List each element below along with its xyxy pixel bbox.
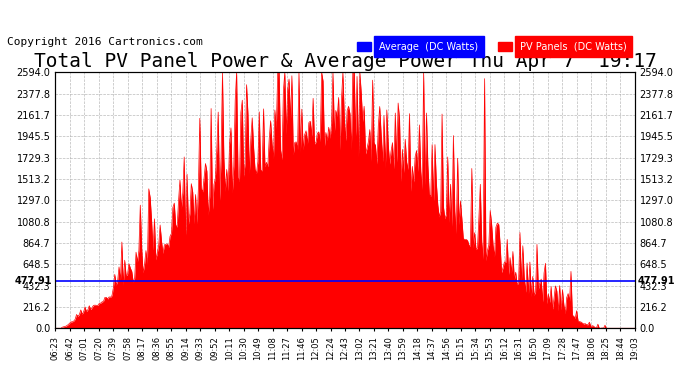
Text: Copyright 2016 Cartronics.com: Copyright 2016 Cartronics.com	[7, 37, 203, 47]
Title: Total PV Panel Power & Average Power Thu Apr 7  19:17: Total PV Panel Power & Average Power Thu…	[34, 52, 656, 70]
Legend: Average  (DC Watts), PV Panels  (DC Watts): Average (DC Watts), PV Panels (DC Watts)	[354, 39, 630, 54]
Text: 477.91: 477.91	[15, 276, 52, 286]
Text: 477.91: 477.91	[638, 276, 675, 286]
